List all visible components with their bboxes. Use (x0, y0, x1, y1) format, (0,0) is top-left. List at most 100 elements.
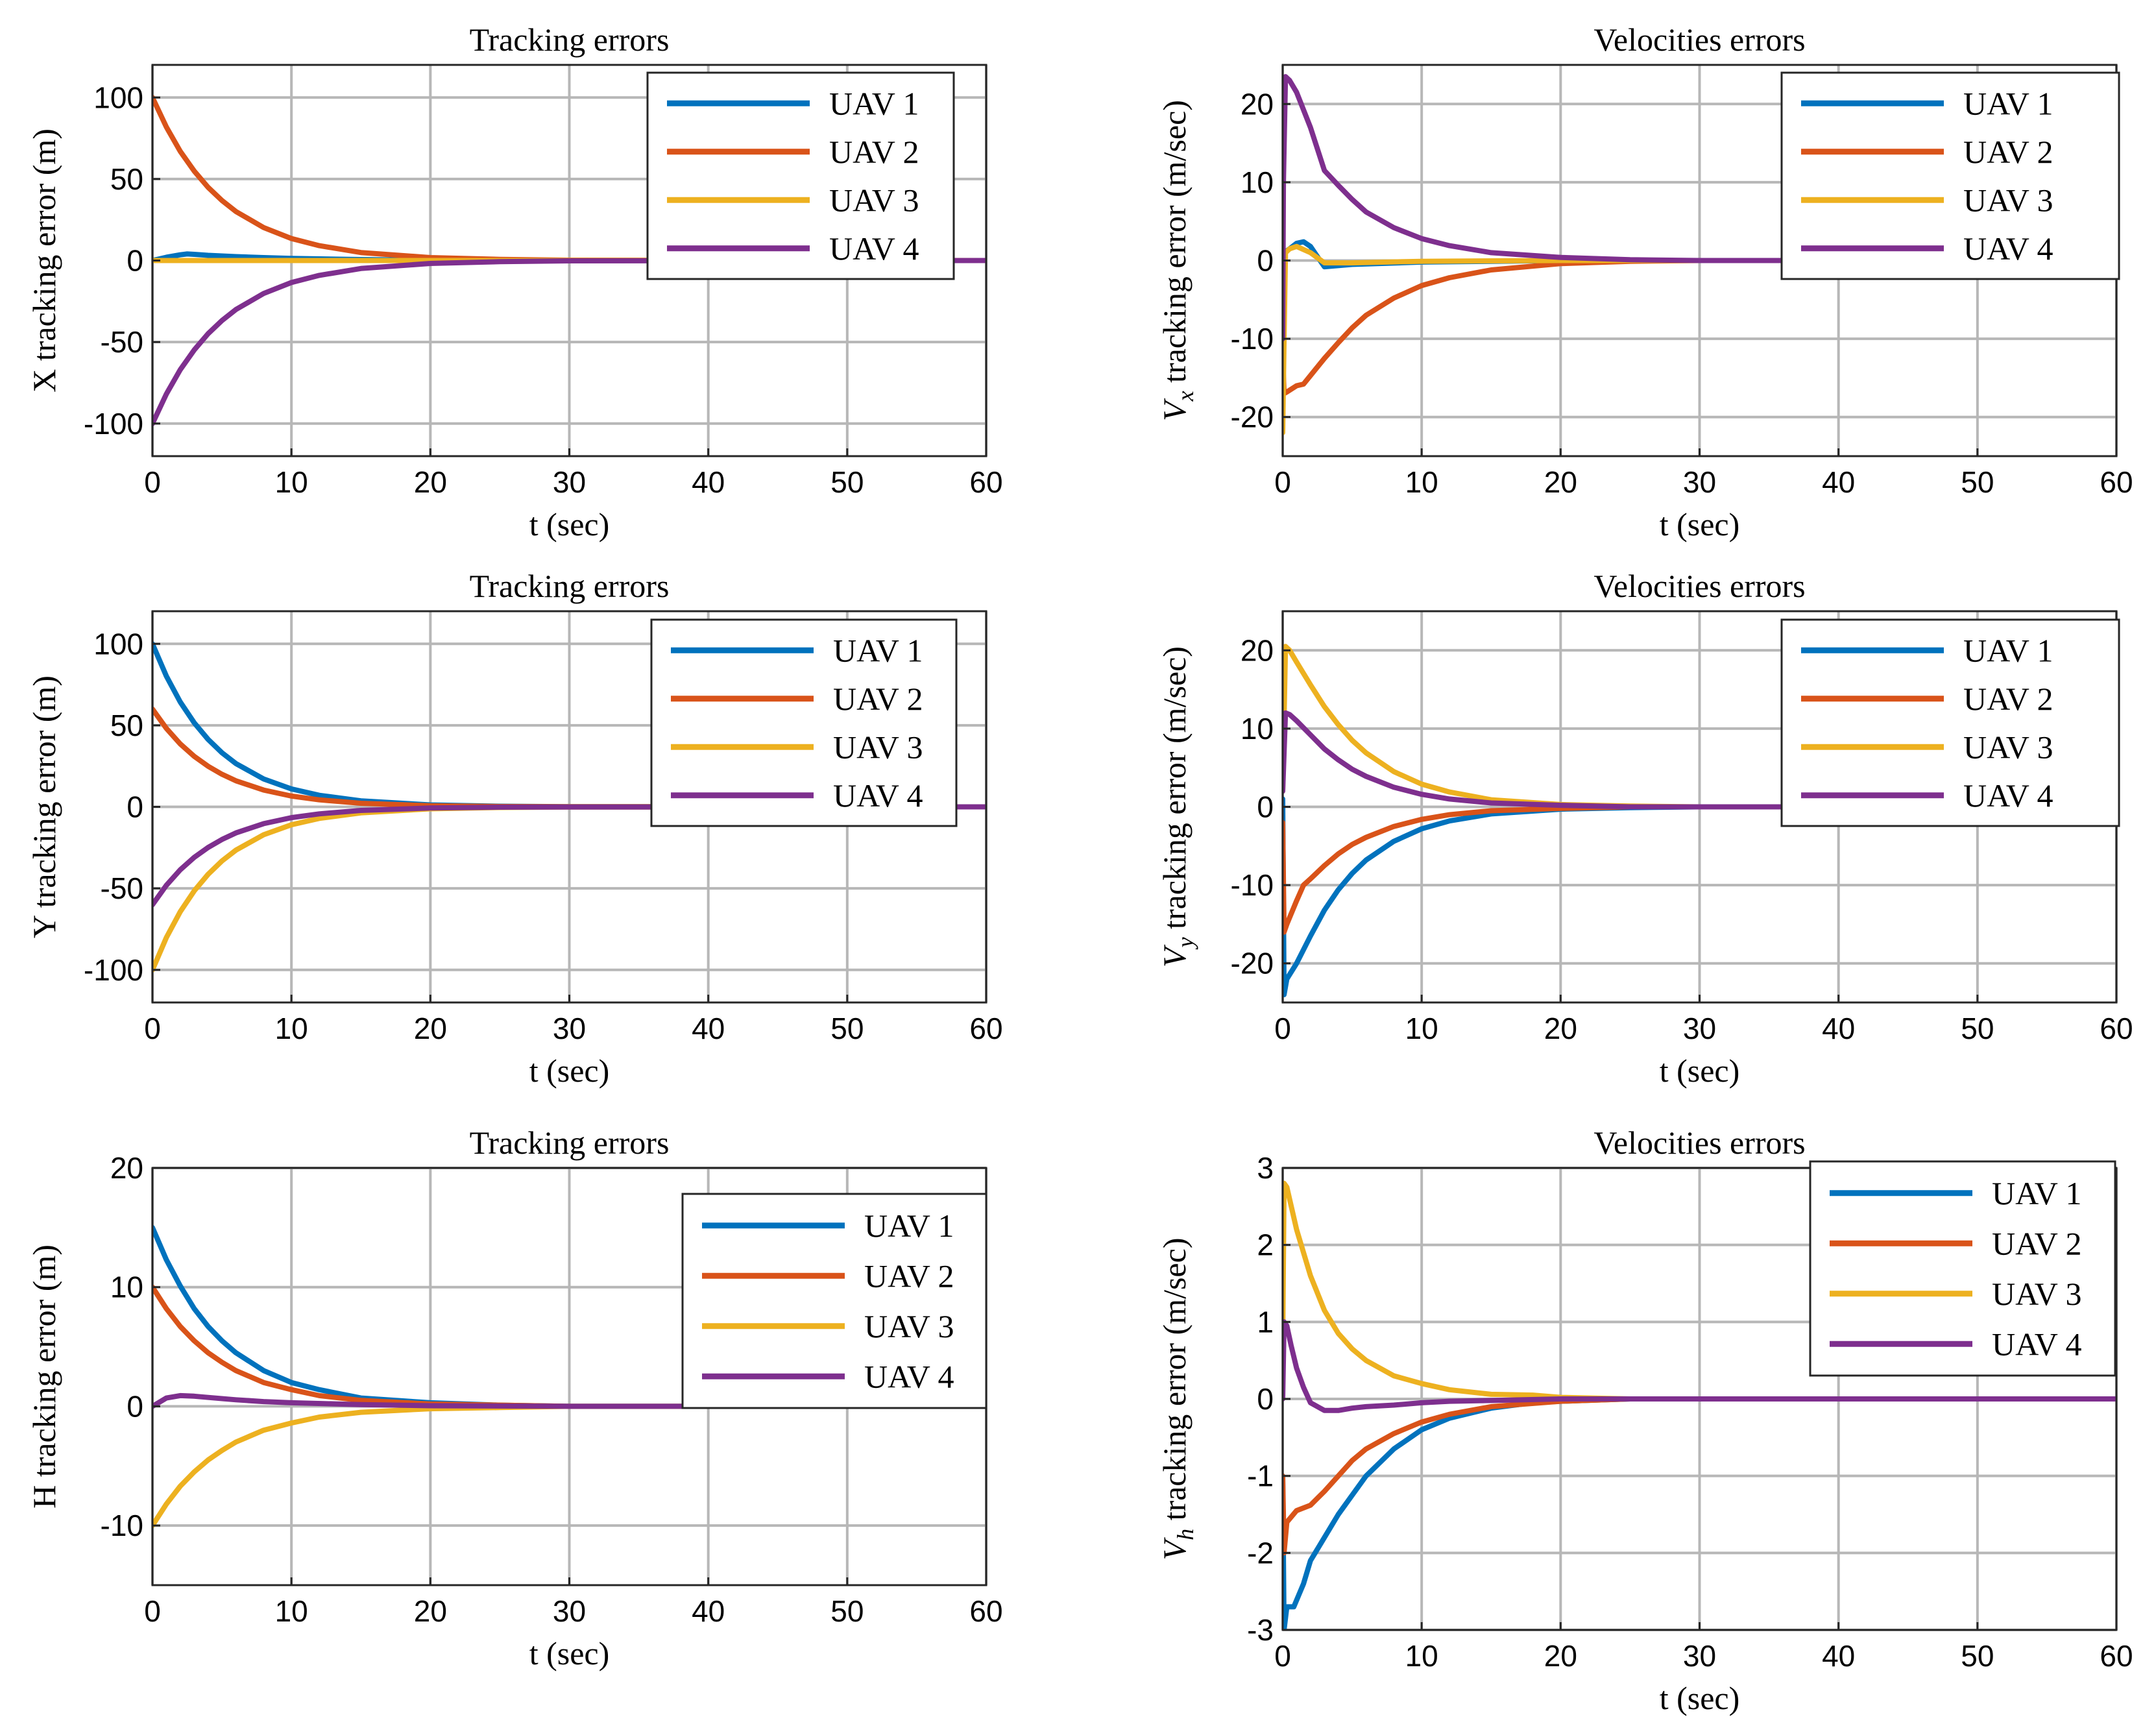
x-tick-label: 30 (1683, 465, 1716, 499)
x-tick-label: 50 (830, 465, 864, 499)
y-tick-label: 10 (1241, 165, 1274, 199)
legend: UAV 1 UAV 2 UAV 3 UAV 4 (646, 71, 955, 280)
x-tick-label: 50 (830, 1594, 864, 1628)
y-axis-label: H tracking error (m) (26, 1244, 62, 1509)
x-axis-label: t (sec) (529, 1052, 610, 1089)
y-tick-label: -100 (84, 953, 143, 987)
series-line-uav-4 (152, 258, 986, 426)
series-line-uav-4 (152, 804, 986, 908)
x-tick-label: 40 (692, 1012, 725, 1045)
x-axis-label: t (sec) (529, 506, 610, 542)
x-tick-label: 60 (2100, 465, 2133, 499)
y-tick-label: 0 (127, 790, 143, 824)
chart-title: Velocities errors (1593, 568, 1805, 604)
legend-box (681, 1193, 987, 1409)
x-tick-label: 0 (144, 465, 161, 499)
chart-title: Velocities errors (1593, 21, 1805, 58)
chart-panel-vy-velocity: 0 10 20 30 40 50 60 -20 -10 0 10 20 Velocities error… (1156, 568, 2133, 1089)
y-tick-label: 0 (127, 244, 143, 278)
x-tick-label: 60 (969, 465, 1002, 499)
legend-box (1780, 618, 2120, 827)
legend-label-uav-3: UAV 3 (864, 1308, 954, 1344)
x-axis-label: t (sec) (1660, 1680, 1740, 1716)
x-tick-label: 60 (969, 1012, 1002, 1045)
legend: UAV 1 UAV 2 UAV 3 UAV 4 (1809, 1160, 2116, 1377)
legend-box (1780, 71, 2120, 280)
legend-label-uav-4: UAV 4 (1963, 777, 2053, 814)
legend-label-uav-1: UAV 1 (829, 85, 919, 121)
series-line-uav-3 (1283, 1180, 2116, 1402)
x-tick-label: 20 (1544, 1639, 1577, 1673)
legend-label-uav-1: UAV 1 (864, 1208, 954, 1244)
legend-label-uav-4: UAV 4 (833, 777, 923, 814)
x-tick-label: 40 (692, 1594, 725, 1628)
chart-panel-x-tracking: 0 10 20 30 40 50 60 -100 -50 0 50 100 Tracking error… (26, 21, 1003, 542)
x-tick-label: 10 (275, 1594, 308, 1628)
y-tick-label: 0 (1257, 1382, 1274, 1416)
x-tick-label: 20 (1544, 1012, 1577, 1045)
series-line-uav-4 (1283, 710, 2116, 810)
y-tick-label: -50 (101, 871, 143, 905)
chart-title: Velocities errors (1593, 1124, 1805, 1161)
x-tick-label: 40 (692, 465, 725, 499)
y-tick-label: 20 (1241, 87, 1274, 121)
x-tick-label: 50 (830, 1012, 864, 1045)
y-tick-label: 0 (1257, 790, 1274, 824)
legend-label-uav-4: UAV 4 (829, 230, 919, 267)
chart-panel-y-tracking: 0 10 20 30 40 50 60 -100 -50 0 50 100 Tracking error… (26, 568, 1003, 1089)
y-tick-label: -100 (84, 407, 143, 441)
x-axis-label: t (sec) (1660, 1052, 1740, 1089)
series-line-uav-2 (1283, 804, 2116, 935)
legend-label-uav-3: UAV 3 (1963, 182, 2053, 218)
x-tick-label: 50 (1961, 465, 1994, 499)
x-tick-label: 0 (144, 1012, 161, 1045)
x-tick-label: 40 (1822, 1639, 1855, 1673)
legend-box (1809, 1160, 2116, 1377)
chart-panel-vh-velocity: 0 10 20 30 40 50 60 -3 -2 -1 0 1 2 3 Velocities errors… (1156, 1124, 2133, 1716)
y-tick-label: 50 (110, 162, 143, 196)
chart-panel-h-tracking: 0 10 20 30 40 50 60 -10 0 10 20 Tracking errors t (s… (26, 1124, 1003, 1671)
y-axis-label-rest: tracking error (m/sec) (1156, 646, 1193, 937)
legend-label-uav-1: UAV 1 (1963, 632, 2053, 668)
legend-label-uav-2: UAV 2 (1963, 134, 2053, 170)
y-tick-label: 100 (93, 80, 143, 114)
y-axis-label-sub: x (1172, 391, 1198, 402)
series-line-uav-4 (1283, 1319, 2116, 1413)
chart-title: Tracking errors (470, 568, 670, 604)
y-tick-label: 0 (127, 1389, 143, 1423)
legend-label-uav-2: UAV 2 (864, 1257, 954, 1294)
legend: UAV 1 UAV 2 UAV 3 UAV 4 (1780, 71, 2120, 280)
y-axis-label-rest: tracking error (m/sec) (1156, 1238, 1193, 1529)
legend-label-uav-3: UAV 3 (1963, 729, 2053, 765)
x-tick-label: 0 (1274, 1639, 1291, 1673)
y-tick-label: -3 (1247, 1613, 1274, 1647)
y-axis-label-var: V (1156, 944, 1193, 967)
x-tick-label: 40 (1822, 465, 1855, 499)
x-tick-label: 60 (2100, 1639, 2133, 1673)
legend-label-uav-4: UAV 4 (1992, 1326, 2081, 1362)
chart-title: Tracking errors (470, 1124, 670, 1161)
y-axis-label: Y tracking error (m) (26, 675, 62, 938)
y-tick-label: 0 (1257, 244, 1274, 278)
x-tick-label: 0 (1274, 1012, 1291, 1045)
x-tick-label: 30 (553, 1594, 586, 1628)
y-tick-label: 50 (110, 709, 143, 742)
legend-label-uav-1: UAV 1 (1992, 1175, 2081, 1211)
series-line-uav-4 (152, 1392, 986, 1409)
legend-label-uav-2: UAV 2 (1992, 1225, 2081, 1261)
series-line-uav-2 (1283, 258, 2116, 396)
y-tick-label: -1 (1247, 1459, 1274, 1493)
series-line-uav-2 (1283, 1396, 2116, 1556)
legend-label-uav-1: UAV 1 (1963, 85, 2053, 121)
y-tick-label: 10 (110, 1270, 143, 1304)
x-tick-label: 10 (1405, 465, 1438, 499)
y-tick-label: -10 (1231, 868, 1274, 902)
y-tick-label: 3 (1257, 1151, 1274, 1185)
y-tick-label: -20 (1231, 947, 1274, 980)
x-axis-label: t (sec) (529, 1635, 610, 1671)
x-tick-label: 40 (1822, 1012, 1855, 1045)
legend-label-uav-4: UAV 4 (864, 1358, 954, 1394)
y-axis-label: Vx tracking error (m/sec) (1156, 100, 1198, 421)
x-tick-label: 30 (1683, 1639, 1716, 1673)
x-tick-label: 10 (1405, 1012, 1438, 1045)
